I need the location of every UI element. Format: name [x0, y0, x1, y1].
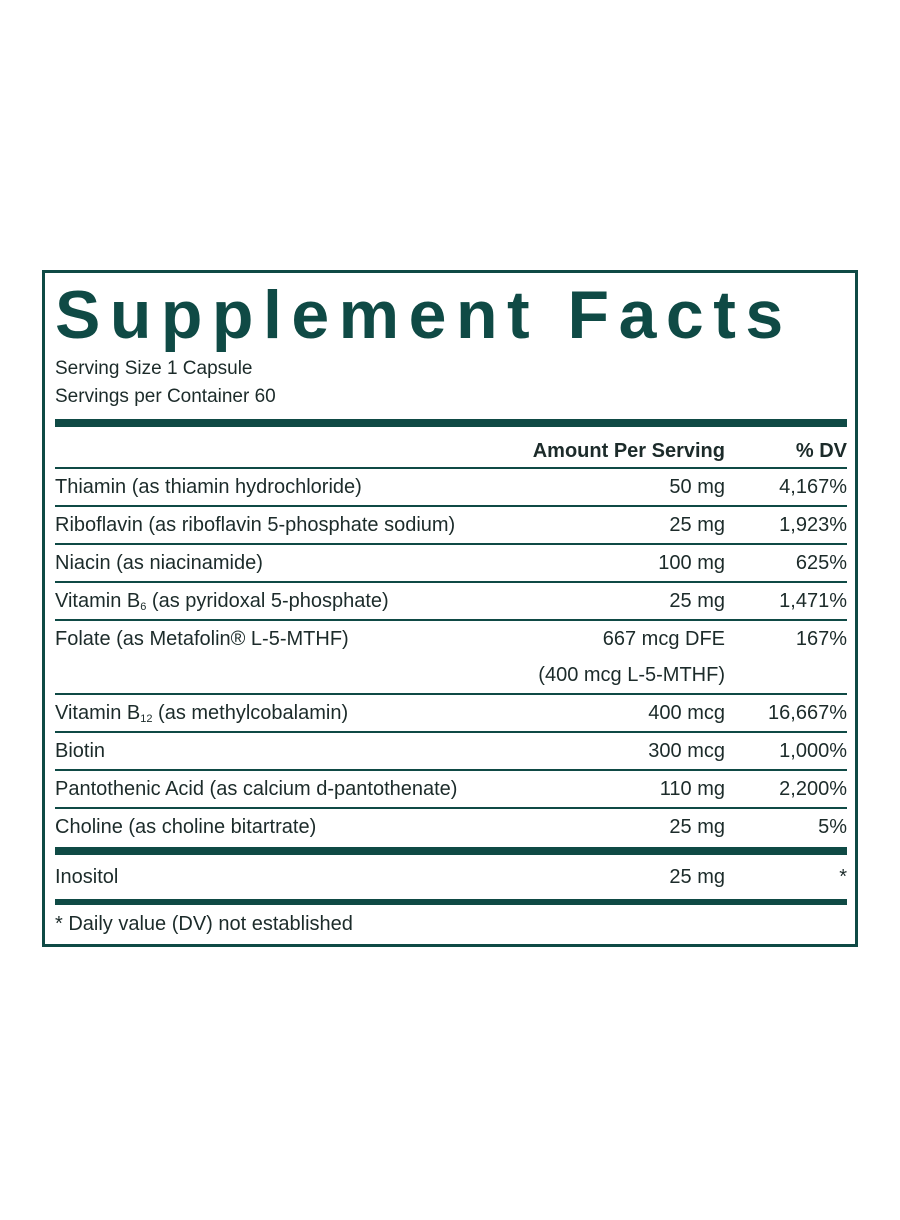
amount: 25 mg	[485, 576, 725, 619]
nutrient-name: Thiamin (as thiamin hydrochloride)	[55, 469, 485, 499]
amount-line: 300 mcg	[648, 740, 725, 762]
footnote: * Daily value (DV) not established	[55, 913, 353, 935]
daily-value: 167%	[795, 628, 847, 650]
thick-rule	[55, 419, 847, 427]
thick-rule	[55, 899, 847, 905]
daily-value: *	[839, 866, 847, 888]
name-part: (as pyridoxal 5-phosphate)	[146, 590, 389, 612]
panel-inner: Supplement Facts Serving Size 1 Capsule …	[55, 275, 847, 936]
amount: 25 mg	[485, 802, 725, 845]
thick-rule	[55, 847, 847, 855]
name-part: (as methylcobalamin)	[152, 702, 349, 724]
name-part: Riboflavin (as riboflavin 5-phosphate so…	[55, 514, 456, 536]
nutrient-name: Inositol	[55, 859, 485, 889]
amount: 50 mg	[485, 462, 725, 505]
daily-value: 1,923%	[779, 514, 847, 536]
other-rows: Inositol 25 mg *	[55, 855, 847, 899]
name-part: Inositol	[55, 866, 119, 888]
nutrient-row: Folate (as Metafolin® L-5-MTHF) 667 mcg D…	[55, 621, 847, 695]
daily-value: 16,667%	[768, 702, 847, 724]
name-part: Choline (as choline bitartrate)	[55, 816, 317, 838]
supplement-facts-panel: Supplement Facts Serving Size 1 Capsule …	[42, 270, 858, 947]
nutrient-name: Vitamin B12 (as methylcobalamin)	[55, 695, 485, 725]
name-part: Vitamin B	[55, 590, 141, 612]
amount-line: 110 mg	[659, 778, 725, 800]
nutrient-row: Vitamin B12 (as methylcobalamin) 400 mcg 1…	[55, 695, 847, 733]
daily-value: 5%	[818, 816, 847, 838]
nutrient-name: Biotin	[55, 733, 485, 763]
nutrient-name: Riboflavin (as riboflavin 5-phosphate so…	[55, 507, 485, 537]
header-dv: % DV	[795, 440, 847, 462]
amount: 300 mcg	[485, 726, 725, 769]
nutrient-name: Folate (as Metafolin® L-5-MTHF)	[55, 621, 485, 651]
nutrient-row: Choline (as choline bitartrate) 25 mg 5%	[55, 809, 847, 847]
panel-title: Supplement Facts	[55, 277, 793, 353]
nutrient-row: Inositol 25 mg *	[55, 855, 847, 899]
nutrient-row: Riboflavin (as riboflavin 5-phosphate so…	[55, 507, 847, 545]
amount: 110 mg	[485, 764, 725, 807]
nutrient-row: Niacin (as niacinamide) 100 mg 625%	[55, 545, 847, 583]
amount-line: 25 mg	[669, 866, 725, 888]
name-part: Thiamin (as thiamin hydrochloride)	[55, 476, 362, 498]
nutrient-row: Pantothenic Acid (as calcium d-pantothen…	[55, 771, 847, 809]
amount-line: 100 mg	[658, 552, 725, 574]
nutrient-name: Vitamin B6 (as pyridoxal 5-phosphate)	[55, 583, 485, 613]
serving-size: Serving Size 1 Capsule	[55, 358, 253, 379]
amount-line: 25 mg	[669, 514, 725, 536]
amount: 400 mcg	[485, 688, 725, 731]
name-part: Folate (as Metafolin® L-5-MTHF)	[55, 628, 349, 650]
amount-line: 667 mcg DFE	[602, 628, 725, 650]
amount: 25 mg	[485, 500, 725, 543]
name-part: Pantothenic Acid (as calcium d-pantothen…	[55, 778, 458, 800]
nutrient-row: Thiamin (as thiamin hydrochloride) 50 mg 4…	[55, 469, 847, 507]
daily-value: 1,471%	[779, 590, 847, 612]
header-row: Amount Per Serving % DV	[55, 427, 847, 469]
nutrient-rows: Thiamin (as thiamin hydrochloride) 50 mg 4…	[55, 469, 847, 847]
name-part: Vitamin B	[55, 702, 141, 724]
amount-line: 400 mcg	[648, 702, 725, 724]
amount: 25 mg	[485, 852, 725, 895]
nutrient-row: Biotin 300 mcg 1,000%	[55, 733, 847, 771]
nutrient-name: Niacin (as niacinamide)	[55, 545, 485, 575]
name-part: Niacin (as niacinamide)	[55, 552, 263, 574]
name-part: 6	[140, 601, 147, 613]
nutrient-name: Pantothenic Acid (as calcium d-pantothen…	[55, 771, 485, 801]
amount-line: 25 mg	[669, 590, 725, 612]
amount: 100 mg	[485, 538, 725, 581]
daily-value: 2,200%	[779, 778, 847, 800]
amount-line: 25 mg	[669, 816, 725, 838]
daily-value: 4,167%	[779, 476, 847, 498]
nutrient-row: Vitamin B6 (as pyridoxal 5-phosphate) 25 …	[55, 583, 847, 621]
header-amount: Amount Per Serving	[532, 440, 725, 462]
name-part: Biotin	[55, 740, 106, 762]
amount-line: (400 mcg L-5-MTHF)	[538, 664, 725, 686]
daily-value: 1,000%	[779, 740, 847, 762]
header-spacer	[55, 433, 485, 440]
amount: 667 mcg DFE (400 mcg L-5-MTHF)	[485, 614, 725, 693]
daily-value: 625%	[795, 552, 847, 574]
amount-line: 50 mg	[669, 476, 725, 498]
nutrient-name: Choline (as choline bitartrate)	[55, 809, 485, 839]
servings-per-container: Servings per Container 60	[55, 386, 276, 407]
name-part: 12	[140, 713, 153, 725]
